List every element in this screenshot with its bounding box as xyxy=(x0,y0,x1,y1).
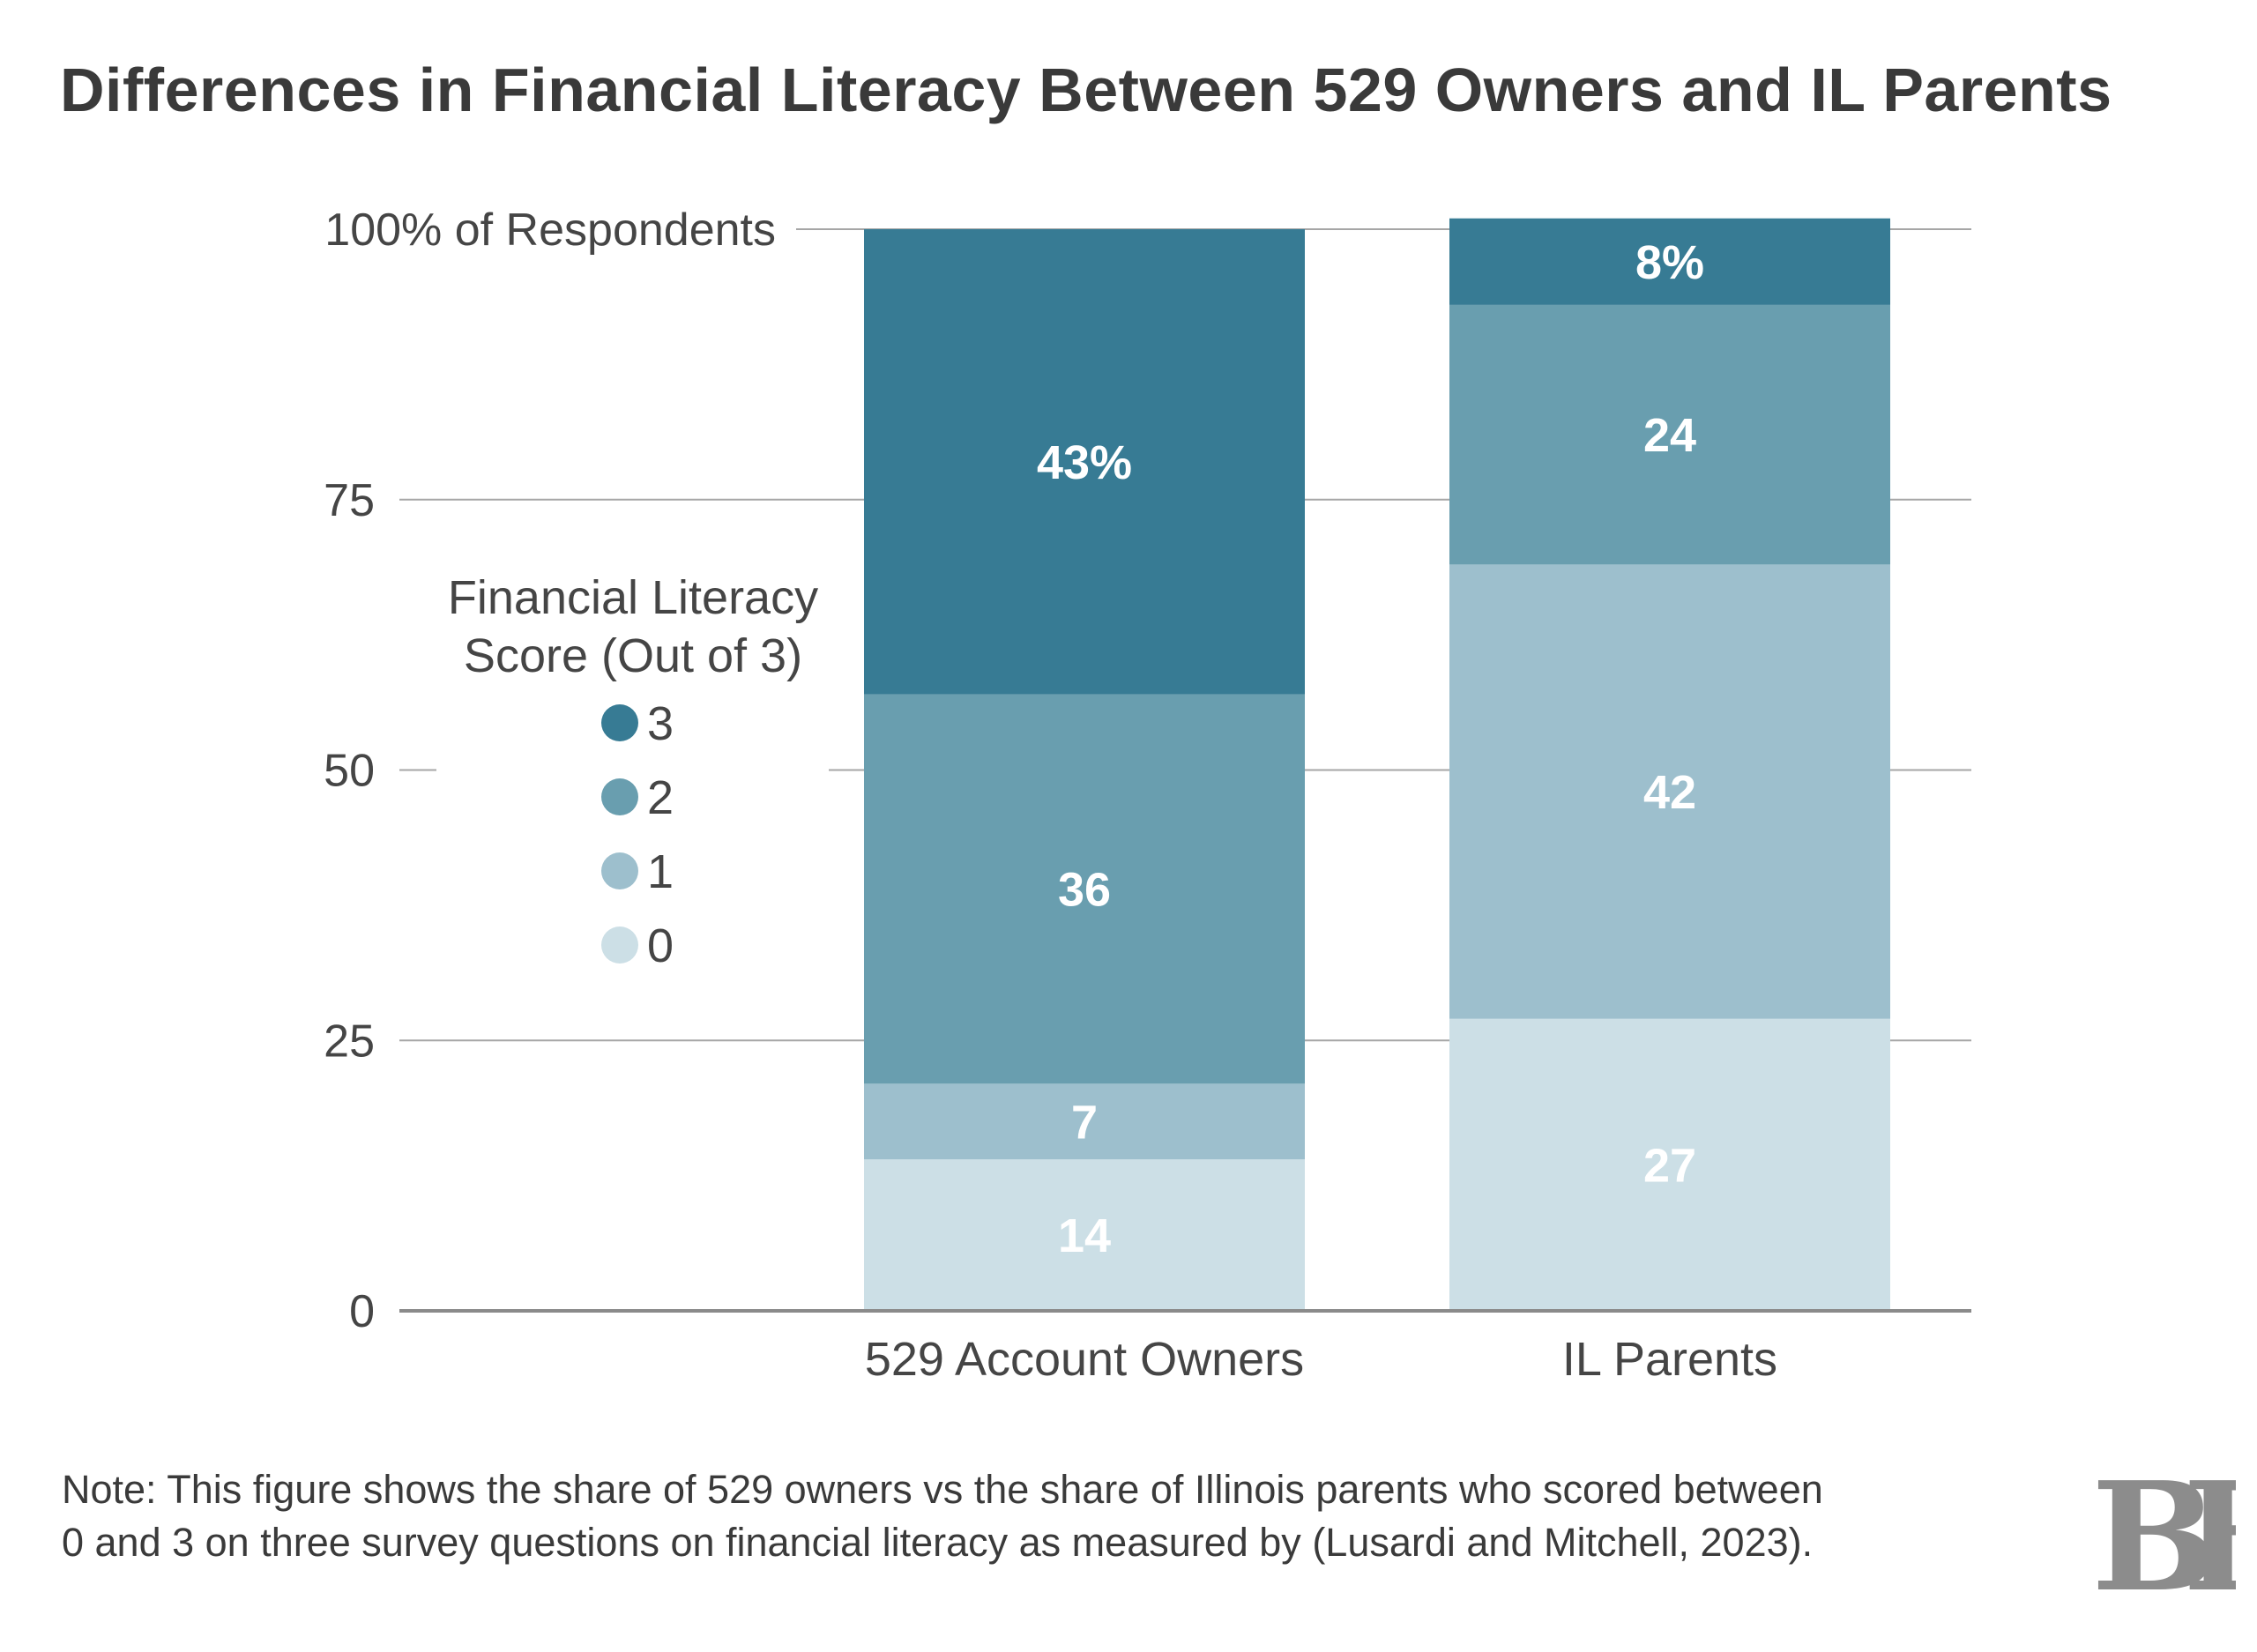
legend-title: Financial Literacy xyxy=(448,571,818,624)
bar-data-label: 7 xyxy=(1071,1096,1098,1149)
legend-swatch-score-0 xyxy=(601,926,638,964)
bar-data-label: 27 xyxy=(1643,1139,1696,1192)
y-tick-label: 50 xyxy=(324,746,375,797)
bar-segment-score-1 xyxy=(864,1083,1305,1160)
legend-label: 2 xyxy=(647,771,674,824)
legend-swatch-score-2 xyxy=(601,778,638,815)
y-tick-label: 0 xyxy=(349,1286,375,1337)
y-tick-label: 25 xyxy=(324,1016,375,1067)
bar-segment-score-1 xyxy=(1449,564,1890,1019)
bar-segment-score-3 xyxy=(1449,218,1890,305)
bar-segment-score-0 xyxy=(864,1159,1305,1311)
x-category-label: IL Parents xyxy=(1562,1333,1777,1386)
figure-note: Note: This figure shows the share of 529… xyxy=(62,1467,1823,1565)
x-category-label: 529 Account Owners xyxy=(865,1333,1304,1386)
bar-data-label: 42 xyxy=(1643,766,1696,819)
bar-data-label: 36 xyxy=(1058,863,1111,916)
bar-data-label: 8% xyxy=(1635,236,1704,289)
bar-segment-score-3 xyxy=(864,229,1305,695)
bar-segment-score-2 xyxy=(1449,304,1890,565)
legend-title: Score (Out of 3) xyxy=(464,629,802,682)
svg-text:BF: BF xyxy=(2095,1470,2236,1603)
legend-label: 3 xyxy=(647,697,674,750)
legend-swatch-score-1 xyxy=(601,852,638,889)
bar-segment-score-0 xyxy=(1449,1018,1890,1311)
bar-segment-score-2 xyxy=(864,694,1305,1084)
legend-swatch-score-3 xyxy=(601,704,638,741)
chart-title: Differences in Financial Literacy Betwee… xyxy=(60,56,2112,124)
bar-data-label: 24 xyxy=(1643,409,1696,462)
y-tick-label: 100% of Respondents xyxy=(324,205,776,256)
y-tick-label: 75 xyxy=(324,475,375,526)
bar-data-label: 14 xyxy=(1058,1209,1111,1262)
bf-logo: BF xyxy=(2095,1470,2236,1603)
bar-data-label: 43% xyxy=(1037,436,1132,489)
legend-label: 1 xyxy=(647,845,674,898)
legend-label: 0 xyxy=(647,919,674,972)
